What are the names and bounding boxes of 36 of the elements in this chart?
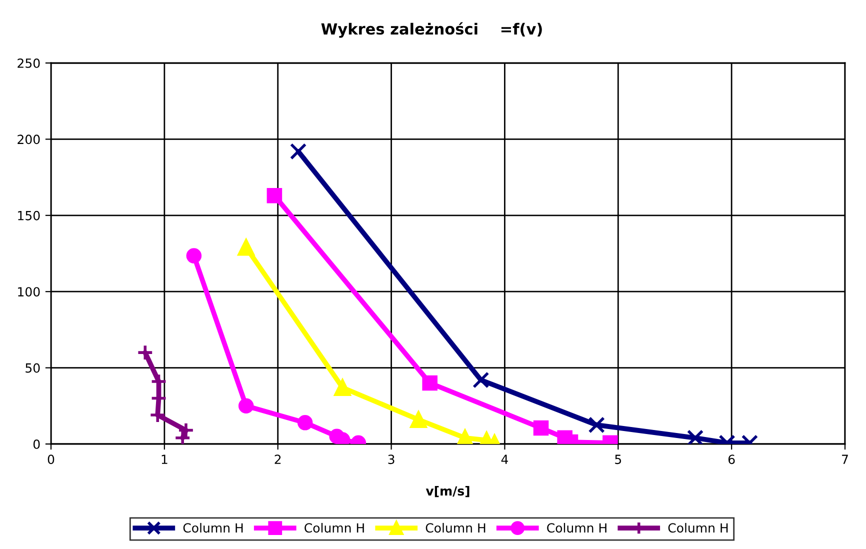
point [238, 239, 254, 256]
y-tick-label: 100 [18, 287, 40, 297]
y-tick-label: 250 [18, 58, 40, 68]
legend-label: Column H [426, 522, 486, 533]
point [533, 420, 549, 436]
point [136, 344, 154, 361]
y-tick-label: 50 [26, 363, 40, 373]
legend-label: Column H [668, 522, 728, 533]
point [456, 430, 474, 444]
x-tick-label: 0 [48, 454, 54, 464]
point [410, 411, 427, 428]
point [186, 248, 202, 264]
point [266, 188, 282, 204]
x-tick-label: 3 [388, 454, 394, 464]
legend-label: Column H [547, 522, 606, 533]
point [472, 372, 490, 388]
legend-label: Column H [183, 522, 243, 533]
point [588, 416, 605, 434]
x-tick-label: 6 [728, 454, 735, 464]
point [297, 415, 313, 430]
y-tick-label: 200 [18, 134, 40, 144]
point [334, 379, 351, 396]
x-tick-label: 4 [501, 454, 508, 464]
x-tick-label: 2 [274, 454, 281, 464]
point [422, 375, 438, 391]
x-axis-title: v[m/s] [426, 486, 470, 498]
x-tick-label: 5 [615, 454, 622, 464]
x-tick-label: 1 [162, 454, 168, 464]
y-tick-label: 0 [33, 439, 40, 449]
point [686, 430, 704, 444]
legend-label: Column H [304, 522, 364, 533]
point [238, 398, 254, 414]
point [290, 143, 307, 160]
y-tick-label: 150 [18, 210, 40, 220]
x-tick-label: 7 [842, 454, 848, 464]
chart-title: Wykres zależności =f(v) [321, 22, 542, 38]
